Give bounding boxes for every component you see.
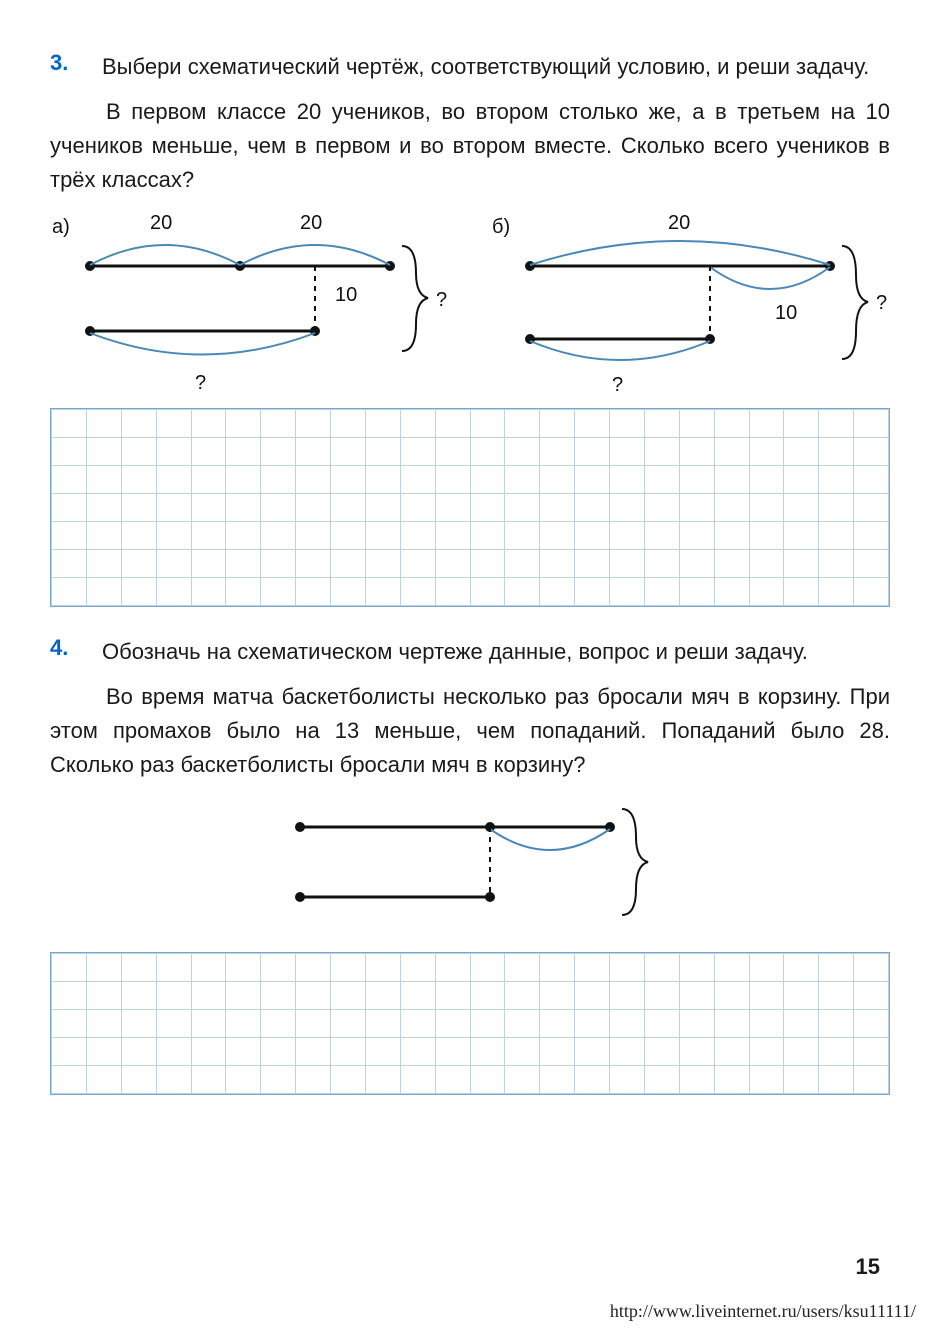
footer-url: http://www.liveinternet.ru/users/ksu1111… [610, 1301, 916, 1322]
diagram-a-val2: 20 [300, 212, 322, 234]
problem-3-body-text: В первом классе 20 учеников, во втором с… [50, 99, 890, 192]
diagram-b: б) 20 10 ? ? [490, 211, 910, 396]
problem-4-title: Обозначь на схематическом чертеже данные… [102, 635, 808, 668]
problem-3-diagrams: а) 20 20 10 ? [50, 211, 890, 396]
problem-4-header: 4. Обозначь на схематическом чертеже дан… [50, 635, 890, 668]
problem-4: 4. Обозначь на схематическом чертеже дан… [50, 635, 890, 1094]
problem-4-body-text: Во время матча баскетболисты несколько р… [50, 684, 890, 777]
diagram-a-svg: а) 20 20 10 ? [50, 211, 470, 391]
diagram-b-qmark2: ? [612, 374, 623, 391]
answer-grid-2[interactable] [50, 952, 890, 1095]
problem-3-body: В первом классе 20 учеников, во втором с… [50, 95, 890, 197]
problem-3-title: Выбери схематический чертёж, соответству… [102, 50, 869, 83]
problem-3-header: 3. Выбери схематический чертёж, соответс… [50, 50, 890, 83]
diagram-a-qmark2: ? [195, 372, 206, 391]
diagram-a-qmark1: ? [436, 289, 447, 311]
diagram-b-val2: 10 [775, 302, 797, 324]
diagram-b-val1: 20 [668, 212, 690, 234]
diagram-a-val1: 20 [150, 212, 172, 234]
diagram-a-label: а) [52, 216, 70, 238]
problem-4-body: Во время матча баскетболисты несколько р… [50, 680, 890, 782]
problem-3-number: 3. [50, 50, 74, 83]
diagram-a-val3: 10 [335, 284, 357, 306]
diagram-b-svg: б) 20 10 ? ? [490, 211, 910, 391]
diagram-b-qmark1: ? [876, 292, 887, 314]
problem-3: 3. Выбери схематический чертёж, соответс… [50, 50, 890, 607]
diagram-4 [50, 797, 890, 932]
page-number: 15 [856, 1254, 880, 1280]
answer-grid-1[interactable] [50, 408, 890, 607]
diagram-a: а) 20 20 10 ? [50, 211, 470, 396]
problem-4-number: 4. [50, 635, 74, 668]
diagram-b-label: б) [492, 216, 510, 238]
diagram-4-svg [240, 797, 700, 927]
